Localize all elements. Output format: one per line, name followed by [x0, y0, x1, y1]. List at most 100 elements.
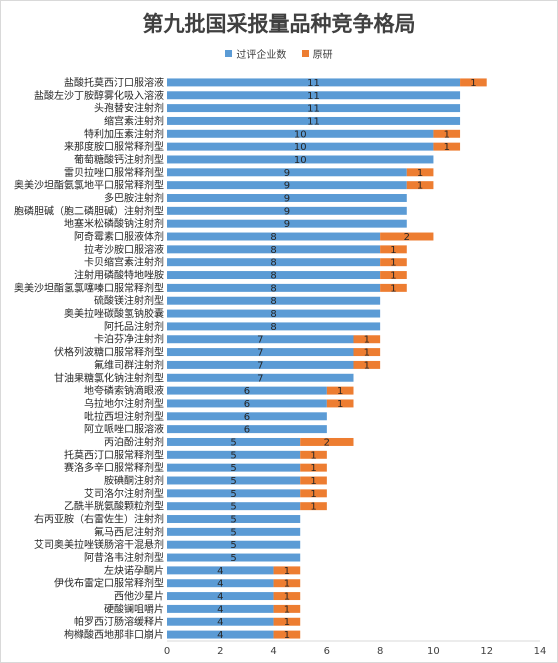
x-tick-label-1: 2 [217, 646, 223, 657]
value-label-originator-24: 1 [337, 386, 343, 397]
category-label-26: 吡拉西坦注射剂型 [84, 410, 164, 423]
category-label-14: 卡贝缩宫素注射剂 [84, 256, 164, 269]
value-label-originator-40: 1 [284, 592, 290, 603]
value-label-companies-4: 10 [294, 129, 307, 140]
value-label-companies-17: 8 [270, 296, 276, 307]
value-label-originator-15: 1 [390, 271, 396, 282]
bar-originator-5 [433, 142, 461, 151]
category-label-27: 阿立哌唑口服溶液 [84, 423, 164, 436]
value-label-companies-6: 10 [294, 155, 307, 166]
bar-companies-39 [167, 579, 274, 588]
value-label-companies-13: 8 [270, 245, 276, 256]
value-label-originator-22: 1 [364, 360, 370, 371]
bar-originator-20 [353, 335, 381, 344]
bar-originator-12 [380, 232, 434, 241]
bar-companies-40 [167, 592, 274, 601]
bar-companies-34 [167, 515, 301, 523]
value-label-originator-16: 1 [390, 283, 396, 294]
value-label-companies-26: 6 [244, 412, 250, 423]
value-label-originator-33: 1 [310, 502, 316, 513]
bar-originator-30 [300, 463, 327, 472]
category-label-1: 盐酸左沙丁胺醇雾化吸入溶液 [34, 89, 164, 102]
value-label-companies-35: 5 [230, 527, 236, 538]
category-label-35: 氟马西尼注射剂 [94, 525, 164, 538]
bar-originator-42 [273, 617, 301, 626]
value-label-companies-0: 11 [307, 78, 320, 89]
value-label-companies-18: 8 [270, 309, 276, 320]
value-label-originator-0: 1 [470, 78, 476, 89]
category-label-31: 胺碘酮注射剂 [104, 474, 164, 487]
category-label-0: 盐酸托莫西汀口服溶液 [64, 76, 164, 89]
legend-swatch-originator [301, 50, 309, 57]
bar-originator-4 [433, 129, 461, 138]
bar-originator-40 [273, 592, 301, 601]
value-label-companies-27: 6 [244, 425, 250, 436]
category-label-9: 多巴胺注射剂 [104, 191, 164, 204]
value-label-companies-7: 9 [284, 168, 290, 179]
category-label-36: 艾司奥美拉唑镁肠溶干混悬剂 [34, 538, 164, 551]
bar-companies-41 [167, 604, 274, 613]
value-label-companies-38: 4 [217, 566, 223, 577]
category-label-40: 西他沙星片 [114, 590, 164, 603]
value-label-companies-11: 9 [284, 219, 290, 230]
legend-label-companies: 过评企业数 [236, 50, 287, 61]
bar-companies-25 [167, 399, 327, 408]
category-label-22: 氟维司群注射剂 [94, 358, 164, 371]
value-label-companies-39: 4 [217, 579, 223, 590]
category-label-30: 赛洛多辛口服常释剂型 [64, 461, 164, 474]
bar-companies-13 [167, 245, 381, 254]
value-label-originator-13: 1 [390, 245, 396, 256]
category-label-38: 左炔诺孕酮片 [104, 564, 164, 577]
value-label-companies-12: 8 [270, 232, 276, 243]
bar-companies-18 [167, 309, 381, 318]
value-label-companies-2: 11 [307, 104, 320, 115]
bar-companies-33 [167, 502, 301, 511]
category-label-15: 注射用磷酸特地唑胺 [74, 269, 164, 282]
category-label-10: 胞磷胆碱（胞二磷胆碱）注射剂型 [14, 204, 164, 217]
bar-companies-6 [167, 155, 434, 164]
value-label-companies-36: 5 [230, 540, 236, 551]
category-label-25: 乌拉地尔注射剂型 [84, 397, 164, 410]
value-label-originator-8: 1 [417, 181, 423, 192]
value-label-companies-40: 4 [217, 592, 223, 603]
bar-companies-19 [167, 322, 381, 331]
bar-originator-14 [380, 258, 407, 267]
value-label-companies-9: 9 [284, 193, 290, 204]
value-label-companies-5: 10 [294, 142, 307, 153]
bar-companies-38 [167, 566, 274, 575]
bar-companies-10 [167, 206, 407, 215]
chart-legend: 过评企业数 原研 [0, 46, 558, 61]
bar-companies-27 [167, 425, 327, 434]
bar-companies-3 [167, 116, 461, 125]
bar-companies-35 [167, 527, 301, 536]
bar-originator-8 [406, 181, 434, 190]
bar-originator-41 [273, 604, 301, 613]
x-tick-label-2: 4 [270, 646, 276, 657]
value-label-companies-21: 7 [257, 348, 263, 359]
bar-originator-33 [300, 502, 327, 511]
bar-originator-38 [273, 566, 301, 575]
value-label-companies-25: 6 [244, 399, 250, 410]
category-label-5: 来那度胺口服常释剂型 [64, 140, 164, 153]
bar-companies-15 [167, 271, 381, 280]
value-label-originator-42: 1 [284, 617, 290, 628]
bar-companies-24 [167, 386, 327, 395]
value-label-companies-30: 5 [230, 463, 236, 474]
bar-originator-24 [326, 386, 354, 395]
category-label-33: 乙酰半胱氨酸颗粒剂型 [64, 500, 164, 513]
value-label-originator-4: 1 [444, 129, 450, 140]
value-label-companies-32: 5 [230, 489, 236, 500]
value-label-companies-43: 4 [217, 630, 223, 641]
x-tick-label-4: 8 [377, 646, 383, 657]
value-label-originator-31: 1 [310, 476, 316, 487]
bar-companies-32 [167, 489, 301, 498]
value-label-companies-10: 9 [284, 206, 290, 217]
bar-originator-22 [353, 360, 381, 369]
bar-originator-31 [300, 476, 327, 485]
bar-companies-4 [167, 129, 434, 138]
value-label-companies-33: 5 [230, 502, 236, 513]
category-label-11: 地塞米松磷酸钠注射剂 [64, 217, 164, 230]
category-label-39: 伊伐布雷定口服常释剂型 [54, 577, 164, 590]
value-label-companies-15: 8 [270, 271, 276, 282]
category-label-43: 枸橼酸西地那非口崩片 [64, 628, 164, 641]
